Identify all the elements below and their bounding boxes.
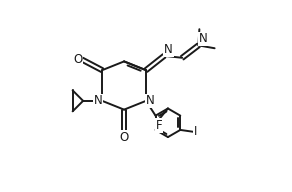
Text: N: N xyxy=(146,94,155,107)
Text: I: I xyxy=(194,125,197,138)
Text: N: N xyxy=(199,32,207,45)
Text: O: O xyxy=(73,53,82,66)
Text: O: O xyxy=(119,131,129,144)
Text: N: N xyxy=(93,94,102,107)
Text: N: N xyxy=(164,43,173,56)
Text: F: F xyxy=(156,119,163,132)
